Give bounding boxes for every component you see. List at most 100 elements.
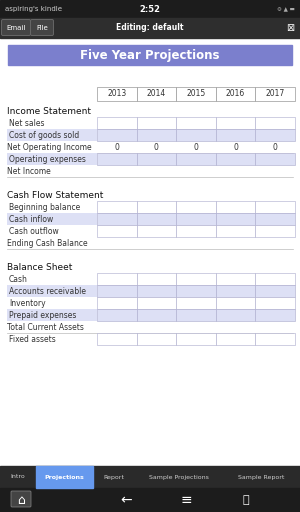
Bar — [136, 309, 176, 321]
Bar — [136, 213, 176, 225]
Bar — [8, 45, 292, 65]
Text: 0: 0 — [154, 142, 159, 152]
Bar — [176, 87, 216, 101]
Bar — [97, 213, 136, 225]
Text: Intro: Intro — [11, 475, 26, 480]
Bar — [7, 309, 97, 321]
Bar — [255, 129, 295, 141]
Bar — [176, 273, 216, 285]
Text: ⚙ ▲ ▬: ⚙ ▲ ▬ — [277, 7, 295, 11]
Bar — [97, 129, 136, 141]
Bar — [176, 201, 216, 213]
Bar — [176, 213, 216, 225]
Bar — [97, 225, 136, 237]
Text: Net Income: Net Income — [7, 166, 51, 176]
Text: Fixed assets: Fixed assets — [9, 334, 56, 344]
Bar — [216, 129, 255, 141]
Bar — [136, 273, 176, 285]
Bar — [97, 153, 136, 165]
Bar — [176, 129, 216, 141]
Text: 2013: 2013 — [107, 90, 126, 98]
Bar — [0, 466, 300, 488]
Text: ⌂: ⌂ — [17, 494, 25, 506]
Bar — [136, 153, 176, 165]
Bar — [97, 273, 136, 285]
Text: Ending Cash Balance: Ending Cash Balance — [7, 239, 88, 247]
Bar — [255, 153, 295, 165]
Bar — [136, 333, 176, 345]
Bar — [0, 0, 300, 18]
Bar — [216, 201, 255, 213]
Bar — [216, 333, 255, 345]
Text: Balance Sheet: Balance Sheet — [7, 263, 72, 272]
Bar — [176, 297, 216, 309]
Text: Cost of goods sold: Cost of goods sold — [9, 131, 79, 139]
Text: Cash Flow Statement: Cash Flow Statement — [7, 190, 103, 200]
Bar — [7, 213, 97, 225]
Bar — [97, 297, 136, 309]
Text: Net Operating Income: Net Operating Income — [7, 142, 92, 152]
Bar — [136, 201, 176, 213]
Bar — [216, 225, 255, 237]
Bar — [255, 273, 295, 285]
Bar — [136, 285, 176, 297]
Text: File: File — [36, 25, 48, 31]
Bar — [136, 87, 176, 101]
Text: Report: Report — [103, 475, 124, 480]
Bar — [0, 38, 300, 466]
Bar — [255, 213, 295, 225]
Text: Income Statement: Income Statement — [7, 106, 91, 116]
Bar — [7, 129, 97, 141]
Bar — [7, 285, 97, 297]
Bar — [176, 333, 216, 345]
Bar — [216, 117, 255, 129]
Bar — [136, 225, 176, 237]
Text: Inventory: Inventory — [9, 298, 46, 308]
Bar — [176, 309, 216, 321]
Bar — [97, 201, 136, 213]
Bar — [97, 87, 136, 101]
Bar — [176, 285, 216, 297]
Text: Cash inflow: Cash inflow — [9, 215, 53, 224]
Bar — [255, 309, 295, 321]
FancyBboxPatch shape — [2, 19, 31, 35]
Text: 0: 0 — [233, 142, 238, 152]
Text: Editing: default: Editing: default — [116, 24, 184, 32]
Text: 0: 0 — [114, 142, 119, 152]
Bar — [216, 309, 255, 321]
Text: ≡: ≡ — [180, 493, 192, 507]
Text: Accounts receivable: Accounts receivable — [9, 287, 86, 295]
Text: Net sales: Net sales — [9, 118, 44, 127]
Bar — [216, 153, 255, 165]
Bar — [136, 129, 176, 141]
Bar — [97, 333, 136, 345]
Bar — [255, 87, 295, 101]
Bar — [176, 153, 216, 165]
Bar — [36, 466, 93, 488]
Text: Cash: Cash — [9, 274, 28, 284]
Text: Prepaid expenses: Prepaid expenses — [9, 310, 76, 319]
Text: Five Year Projections: Five Year Projections — [80, 49, 220, 61]
Bar — [216, 297, 255, 309]
Text: 0: 0 — [273, 142, 278, 152]
Text: 🔍: 🔍 — [243, 495, 249, 505]
Text: Sample Report: Sample Report — [238, 475, 284, 480]
Text: ←: ← — [120, 493, 132, 507]
Text: Beginning balance: Beginning balance — [9, 203, 80, 211]
Text: 2017: 2017 — [266, 90, 285, 98]
Bar — [255, 117, 295, 129]
Bar — [216, 273, 255, 285]
Text: Cash outflow: Cash outflow — [9, 226, 59, 236]
Bar — [255, 297, 295, 309]
Text: Total Current Assets: Total Current Assets — [7, 323, 84, 331]
Bar — [97, 309, 136, 321]
FancyBboxPatch shape — [31, 19, 53, 35]
Bar — [97, 117, 136, 129]
Bar — [255, 285, 295, 297]
Text: Projections: Projections — [45, 475, 85, 480]
Text: 0: 0 — [194, 142, 198, 152]
Text: Sample Projections: Sample Projections — [148, 475, 208, 480]
Bar — [216, 213, 255, 225]
Text: Operating expenses: Operating expenses — [9, 155, 86, 163]
Bar — [0, 18, 300, 38]
